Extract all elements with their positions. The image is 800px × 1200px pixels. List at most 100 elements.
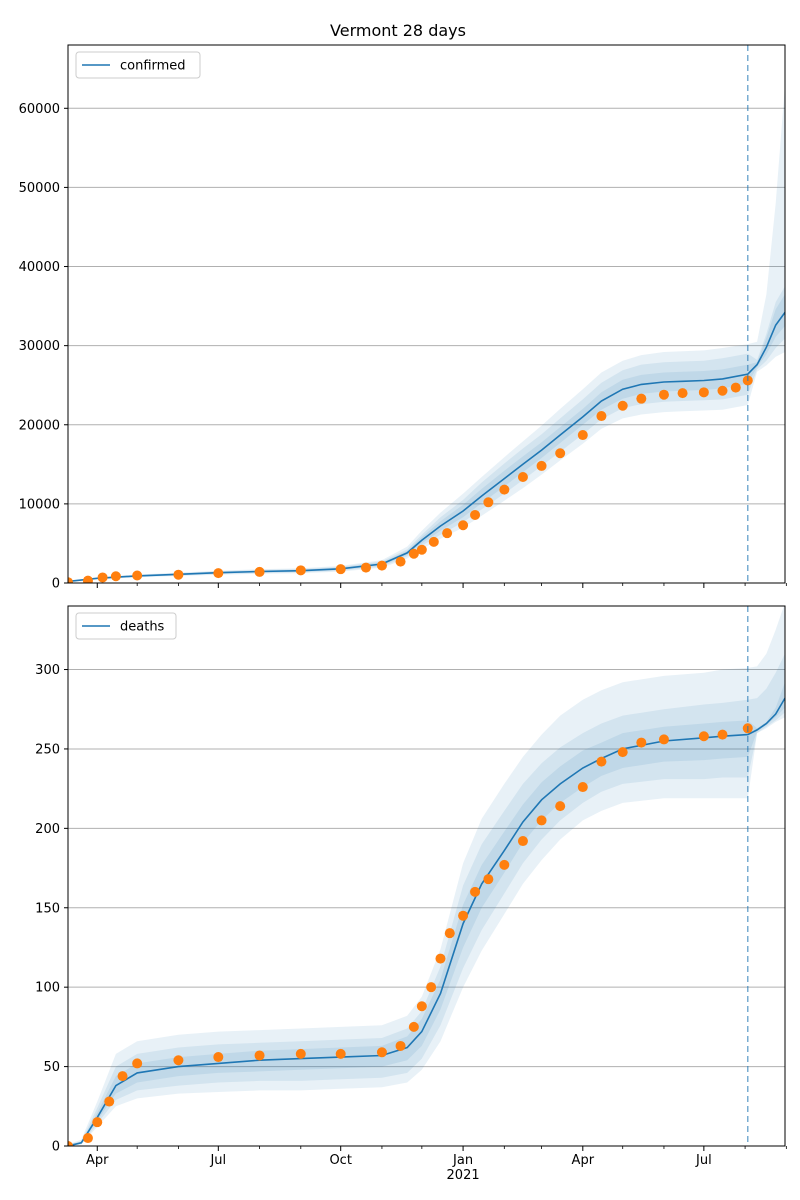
observed-point xyxy=(555,801,566,812)
confirmed-panel: 0 10000 20000 30000 40000 50000 60000 confirmed xyxy=(19,44,787,592)
observed-point xyxy=(442,528,453,539)
y-tick-label: 10000 xyxy=(19,497,60,512)
legend-label: deaths xyxy=(120,620,165,635)
observed-point xyxy=(596,756,607,767)
observed-point xyxy=(517,836,528,847)
observed-point xyxy=(428,536,439,547)
legend-box xyxy=(75,51,201,79)
y-tick-label: 50 xyxy=(43,1060,60,1075)
observed-point xyxy=(335,1048,346,1059)
observed-point xyxy=(617,400,628,411)
observed-point xyxy=(68,577,73,583)
observed-point xyxy=(82,575,93,583)
y-tick-label: 60000 xyxy=(19,102,60,117)
observed-point xyxy=(470,886,481,897)
observed-point xyxy=(82,1133,93,1144)
y-tick-label: 40000 xyxy=(19,260,60,275)
observed-point xyxy=(173,569,184,580)
x-tick-label: Jan xyxy=(452,1153,473,1168)
observed-point xyxy=(408,548,419,559)
observed-point xyxy=(658,734,669,745)
observed-point xyxy=(68,1141,73,1146)
x-tick-label: Apr xyxy=(86,1153,109,1168)
legend: deaths xyxy=(75,612,177,640)
observed-point xyxy=(444,928,455,939)
observed-point xyxy=(617,747,628,758)
observed-point xyxy=(536,460,547,471)
y-tick-label: 30000 xyxy=(19,339,60,354)
axes-frame xyxy=(67,44,786,584)
legend-box xyxy=(75,612,177,640)
observed-point xyxy=(470,509,481,520)
uncertainty-band xyxy=(68,84,785,582)
observed-point xyxy=(295,1048,306,1059)
observed-point xyxy=(536,815,547,826)
observed-point xyxy=(717,729,728,740)
y-tick-label: 0 xyxy=(52,577,60,592)
observed-point xyxy=(698,387,709,398)
legend-label: confirmed xyxy=(120,59,186,74)
observed-point xyxy=(483,874,494,885)
observed-point xyxy=(730,382,741,393)
observed-point xyxy=(92,1117,103,1128)
x-tick-label: Apr xyxy=(572,1153,595,1168)
observed-point xyxy=(213,568,224,579)
observed-point xyxy=(132,1058,143,1069)
uncertainty-band xyxy=(68,606,785,1146)
observed-point xyxy=(132,570,143,581)
observed-point xyxy=(717,385,728,396)
observed-point xyxy=(408,1021,419,1032)
observed-point xyxy=(577,782,588,793)
observed-point xyxy=(104,1096,115,1107)
observed-point xyxy=(596,411,607,422)
x-tick-sublabel: 2021 xyxy=(447,1168,480,1183)
observed-point xyxy=(335,564,346,575)
observed-point xyxy=(376,560,387,571)
axes-frame xyxy=(67,605,786,1147)
plot-area xyxy=(68,84,785,583)
observed-point xyxy=(499,859,510,870)
observed-point xyxy=(577,430,588,441)
observed-point xyxy=(173,1055,184,1066)
legend: confirmed xyxy=(75,51,201,79)
observed-point xyxy=(426,982,437,993)
observed-point xyxy=(698,731,709,742)
chart-title: Vermont 28 days xyxy=(330,21,466,40)
observed-point xyxy=(254,566,265,577)
y-tick-label: 250 xyxy=(35,742,60,757)
y-tick-label: 0 xyxy=(52,1140,60,1155)
uncertainty-band xyxy=(68,294,785,582)
x-tick-label: Jul xyxy=(695,1153,712,1168)
x-tick-label: Oct xyxy=(329,1153,351,1168)
observed-point xyxy=(636,393,647,404)
uncertainty-band xyxy=(68,682,785,1146)
observed-point xyxy=(395,1040,406,1051)
y-tick-label: 20000 xyxy=(19,418,60,433)
observed-point xyxy=(458,520,469,531)
y-tick-label: 300 xyxy=(35,663,60,678)
y-tick-label: 100 xyxy=(35,981,60,996)
observed-point xyxy=(295,565,306,576)
y-tick-label: 50000 xyxy=(19,181,60,196)
observed-point xyxy=(395,556,406,567)
observed-point xyxy=(213,1052,224,1063)
plot-area xyxy=(68,606,785,1146)
observed-point xyxy=(97,572,108,583)
y-tick-label: 200 xyxy=(35,822,60,837)
observed-point xyxy=(360,562,371,573)
observed-point xyxy=(499,484,510,495)
observed-point xyxy=(658,389,669,400)
observed-point xyxy=(117,1071,128,1082)
observed-point xyxy=(435,953,446,964)
observed-point xyxy=(416,1001,427,1012)
x-tick-label: Jul xyxy=(209,1153,226,1168)
observed-point xyxy=(416,544,427,555)
observed-point xyxy=(110,571,121,582)
observed-point xyxy=(376,1047,387,1058)
observed-point xyxy=(483,497,494,508)
observed-point xyxy=(677,388,688,399)
observed-point xyxy=(636,737,647,748)
observed-point xyxy=(254,1050,265,1061)
